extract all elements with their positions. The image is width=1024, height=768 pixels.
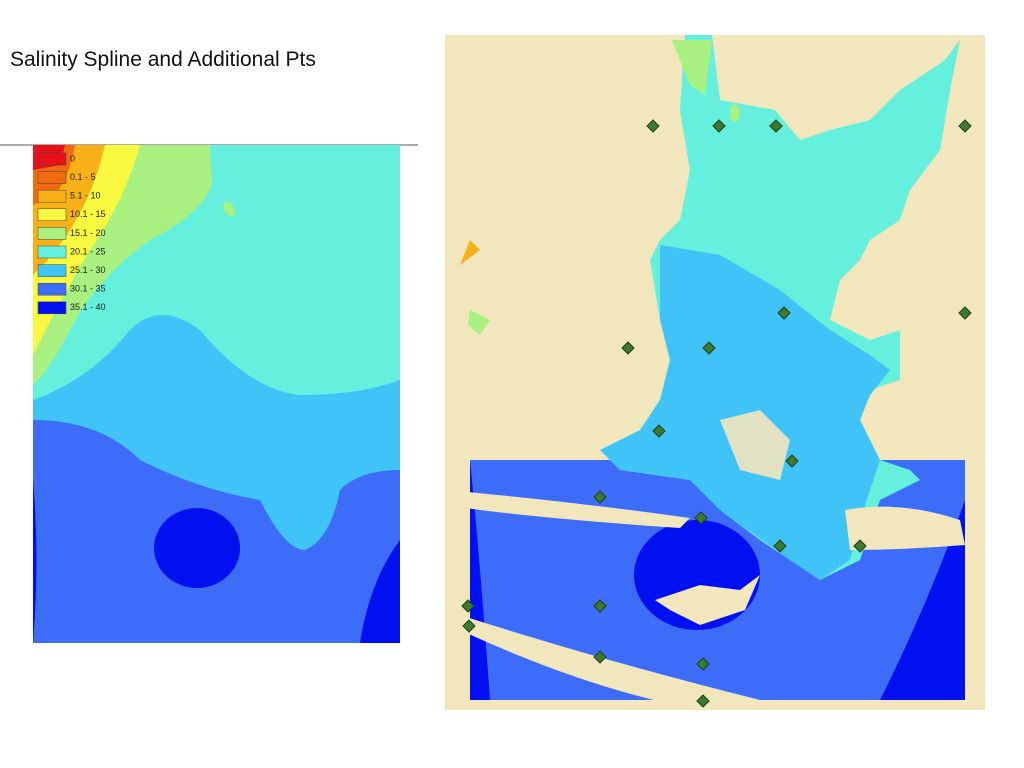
slide-title: Salinity Spline and Additional Pts [10, 48, 316, 71]
legend-label: 10.1 - 15 [70, 209, 106, 219]
legend-swatch [37, 208, 67, 222]
legend-label: 0 [70, 153, 75, 163]
legend-label: 15.1 - 20 [70, 228, 106, 238]
legend-label: 25.1 - 30 [70, 265, 106, 275]
legend: 0 0.1 - 5 5.1 - 10 10.1 - 15 15.1 - 20 20.1 -… [37, 152, 106, 315]
legend-swatch [37, 301, 67, 315]
legend-label: 0.1 - 5 [70, 172, 96, 182]
legend-label: 20.1 - 25 [70, 246, 106, 256]
legend-label: 5.1 - 10 [70, 191, 101, 201]
legend-swatch [37, 171, 67, 184]
legend-swatch [37, 282, 67, 296]
legend-label: 35.1 - 40 [70, 302, 106, 312]
spline-map [33, 145, 400, 643]
legend-swatch [37, 264, 67, 277]
legend-swatch [37, 152, 67, 166]
legend-label: 30.1 - 35 [70, 284, 106, 294]
legend-swatch [37, 227, 67, 240]
legend-swatch [37, 245, 67, 259]
site-map [445, 35, 985, 710]
legend-swatch [37, 189, 67, 203]
